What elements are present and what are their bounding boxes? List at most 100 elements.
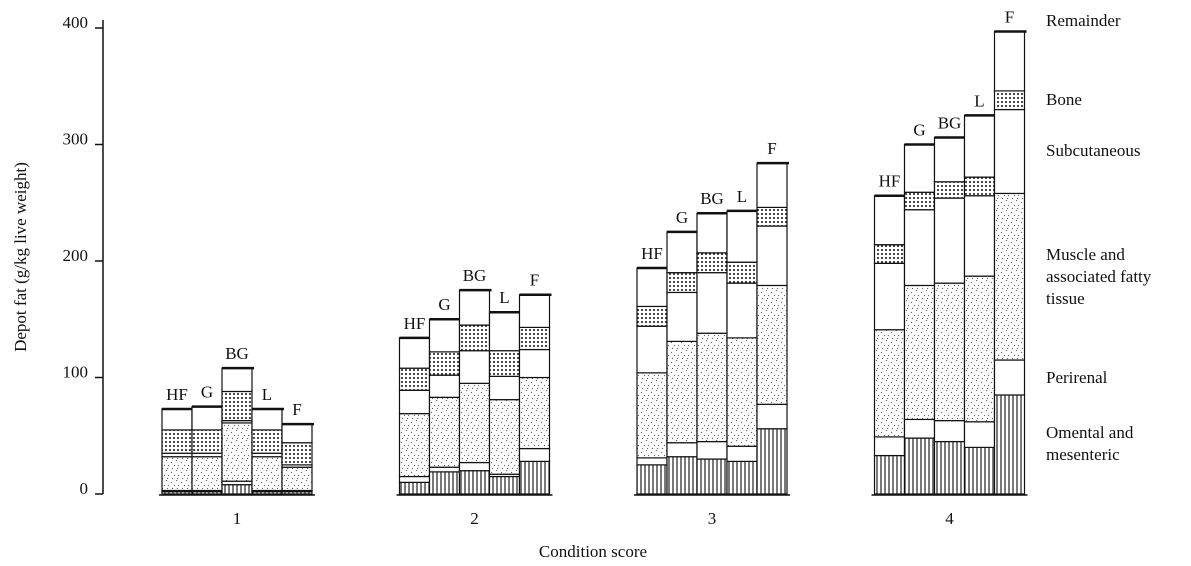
bar-segment	[696, 212, 728, 254]
bar-label: BG	[225, 344, 249, 363]
bar-segment	[756, 284, 788, 405]
bar-segment	[636, 464, 668, 495]
bar-segment	[161, 456, 193, 492]
bar-segment	[398, 389, 431, 415]
bar-segment	[963, 176, 996, 197]
bar-segment	[398, 475, 431, 483]
bar-segment	[993, 90, 1026, 111]
bar-label: BG	[938, 113, 962, 132]
bar-segment	[933, 440, 966, 495]
bar-segment	[458, 289, 491, 326]
bar-label: G	[913, 120, 925, 139]
bar-segment	[873, 329, 906, 438]
bar-segment	[458, 350, 491, 384]
bar-segment	[726, 261, 758, 284]
bar-segment	[873, 454, 906, 495]
bar-label: HF	[641, 244, 663, 263]
bar-segment	[756, 428, 788, 495]
bar-segment	[993, 394, 1026, 495]
legend-label: Remainder	[1046, 11, 1121, 31]
y-tick-label: 0	[80, 479, 89, 498]
y-tick-label: 100	[63, 362, 89, 381]
bar-label: G	[676, 208, 688, 227]
bar-segment	[873, 262, 906, 331]
bar-segment	[518, 348, 551, 379]
bar-segment	[518, 447, 551, 462]
bar-segment	[428, 318, 461, 353]
bar-segment	[963, 114, 996, 178]
bar-segment	[696, 332, 728, 443]
bar-segment	[428, 466, 461, 473]
bar-segment	[666, 231, 698, 274]
bar-segment	[281, 423, 313, 444]
bar-segment	[873, 436, 906, 457]
bar-label: L	[737, 187, 747, 206]
bar-label: L	[262, 385, 272, 404]
bar-segment	[636, 457, 668, 466]
bar-segment	[636, 372, 668, 459]
bar-segment	[993, 30, 1026, 92]
legend-label: Omental and mesenteric	[1046, 423, 1134, 465]
bar-segment	[161, 429, 193, 454]
bar-segment	[428, 351, 461, 376]
y-tick-label: 300	[63, 129, 89, 148]
bar-segment	[903, 191, 936, 211]
bar-segment	[933, 420, 966, 443]
y-tick-label: 400	[63, 13, 89, 32]
bar-segment	[281, 466, 313, 492]
bar-segment	[726, 445, 758, 462]
y-tick-label: 200	[63, 246, 89, 265]
bar-segment	[398, 367, 431, 391]
bar-segment	[221, 390, 253, 422]
legend-label: Perirenal	[1046, 367, 1108, 387]
bar-segment	[221, 484, 253, 495]
group-label: 4	[945, 509, 954, 528]
bar-segment	[518, 376, 551, 450]
legend-label: Bone	[1046, 90, 1082, 110]
bar-segment	[666, 291, 698, 342]
bar-segment	[993, 192, 1026, 361]
group-label: 3	[708, 509, 717, 528]
bar-segment	[933, 181, 966, 199]
bar-segment	[726, 337, 758, 447]
bar-segment	[458, 324, 491, 352]
bar-label: G	[201, 383, 213, 402]
bar-segment	[428, 471, 461, 495]
bar-segment	[963, 275, 996, 423]
bar-segment	[251, 456, 283, 492]
bar-segment	[873, 195, 906, 246]
bar-label: L	[974, 91, 984, 110]
bar-segment	[488, 350, 521, 377]
bar-segment	[933, 197, 966, 284]
bar-segment	[398, 337, 431, 369]
bar-segment	[398, 481, 431, 495]
bar-segment	[518, 460, 551, 495]
bar-segment	[191, 406, 223, 431]
bar-segment	[726, 210, 758, 263]
bar-segment	[281, 442, 313, 466]
bar-label: L	[499, 288, 509, 307]
bar-segment	[963, 446, 996, 495]
bar-segment	[488, 475, 521, 495]
bar-segment	[933, 282, 966, 422]
legend-label: Muscle and associated fatty tissue	[1046, 244, 1152, 308]
bar-segment	[666, 340, 698, 444]
bar-segment	[993, 108, 1026, 195]
bar-label: F	[1005, 7, 1014, 26]
bar-label: BG	[463, 266, 487, 285]
bar-segment	[636, 267, 668, 308]
bar-segment	[191, 456, 223, 492]
bar-segment	[993, 359, 1026, 396]
bar-label: HF	[879, 172, 901, 191]
bar-segment	[696, 252, 728, 274]
bar-label: F	[530, 271, 539, 290]
y-axis-label: Depot fat (g/kg live weight)	[11, 162, 30, 352]
bar-label: HF	[166, 385, 188, 404]
bar-segment	[933, 136, 966, 183]
bar-segment	[696, 458, 728, 495]
bar-segment	[873, 244, 906, 264]
bar-segment	[756, 225, 788, 287]
bar-segment	[518, 326, 551, 351]
